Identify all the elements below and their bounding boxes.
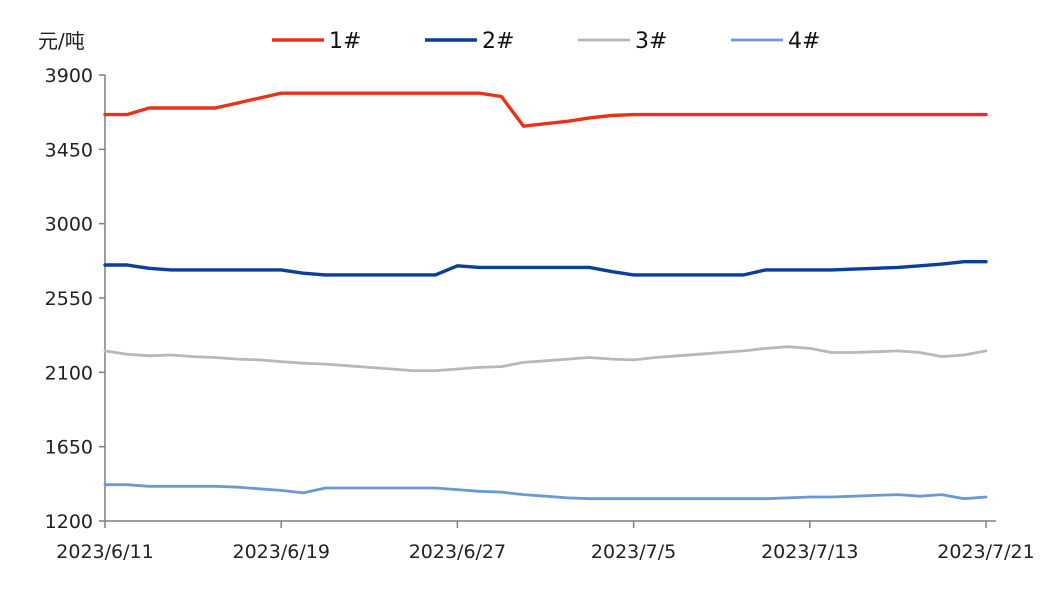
y-tick-label: 1200 [45, 511, 93, 533]
y-axis-unit-label: 元/吨 [38, 29, 85, 53]
y-tick-label: 3450 [45, 139, 93, 161]
y-axis: 1200 1650 2100 2550 3000 3450 3900 [45, 65, 106, 533]
y-tick-label: 2100 [45, 362, 93, 384]
x-tick-label: 2023/7/13 [761, 541, 858, 563]
y-tick-label: 2550 [45, 288, 93, 310]
legend-label-4: 4# [788, 29, 820, 54]
x-tick-label: 2023/6/27 [409, 541, 506, 563]
series-line-1 [103, 91, 988, 128]
legend-label-1: 1# [329, 29, 361, 54]
series-layer [103, 91, 988, 501]
x-tick-label: 2023/6/19 [232, 541, 329, 563]
legend-label-2: 2# [482, 29, 514, 54]
y-tick-label: 3000 [45, 214, 93, 236]
series-line-3 [103, 345, 988, 373]
legend: 1# 2# 3# 4# [272, 29, 820, 54]
y-tick-label: 3900 [45, 65, 93, 87]
x-tick-label: 2023/7/21 [937, 541, 1034, 563]
series-line-2 [103, 260, 988, 277]
x-tick-label: 2023/7/5 [591, 541, 676, 563]
y-tick-label: 1650 [45, 437, 93, 459]
x-tick-label: 2023/6/11 [56, 541, 153, 563]
series-line-4 [103, 483, 988, 501]
legend-label-3: 3# [635, 29, 667, 54]
x-axis: 2023/6/11 2023/6/19 2023/6/27 2023/7/5 2023/… [56, 520, 1035, 563]
